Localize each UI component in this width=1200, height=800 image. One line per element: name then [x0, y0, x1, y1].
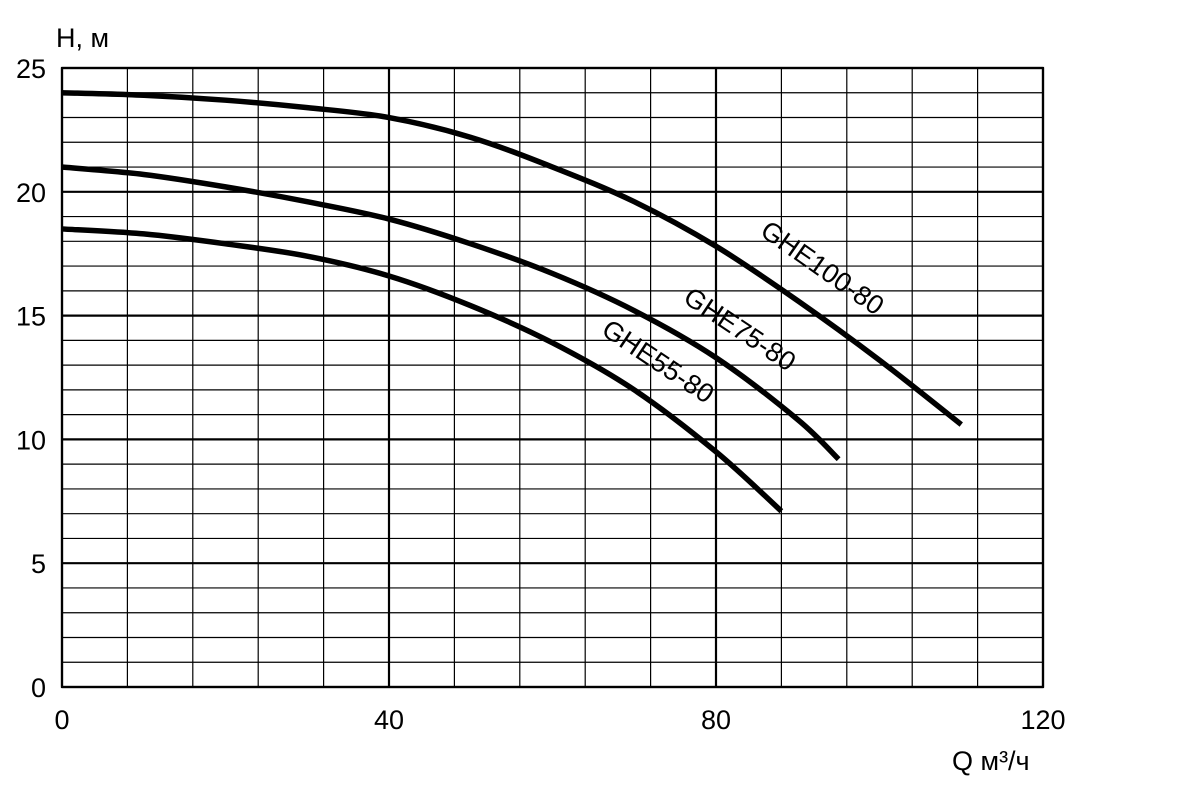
- series-curves: [61, 90, 963, 514]
- x-axis-title: Q м³/ч: [952, 746, 1030, 776]
- x-tick-label-120: 120: [1020, 705, 1065, 735]
- x-tick-label-0: 0: [54, 705, 69, 735]
- series-line-ghe75-80: [61, 164, 841, 462]
- x-tick-label-40: 40: [374, 705, 404, 735]
- grid: [60, 66, 1045, 689]
- series-label-ghe55-80: GHE55-80: [597, 314, 720, 410]
- series-label-ghe75-80: GHE75-80: [678, 281, 801, 377]
- series-line-ghe100-80: [61, 90, 963, 427]
- y-tick-label-20: 20: [16, 178, 46, 208]
- y-tick-label-15: 15: [16, 302, 46, 332]
- tick-labels: 0 40 80 120 0 5 10 15 20 25: [16, 54, 1066, 735]
- y-tick-label-5: 5: [31, 549, 46, 579]
- series-line-ghe55-80: [61, 226, 784, 514]
- plot-frame: [60, 66, 1045, 689]
- y-tick-label-0: 0: [31, 673, 46, 703]
- y-tick-label-10: 10: [16, 425, 46, 455]
- series-label-ghe100-80: GHE100-80: [755, 215, 889, 321]
- x-tick-label-80: 80: [701, 705, 731, 735]
- y-axis-title: H, м: [56, 23, 109, 53]
- y-tick-label-25: 25: [16, 54, 46, 84]
